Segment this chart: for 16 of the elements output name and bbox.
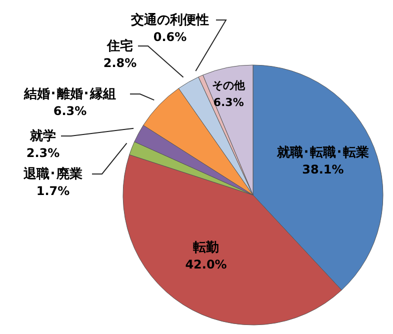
data-label: 6.3% [213,96,244,110]
slice-label: 住宅 [106,38,133,54]
slice-label: 交通の利便性 [130,12,209,28]
slice-label: その他 [212,79,246,92]
data-label: 1.7% [36,184,70,198]
data-label: 2.8% [103,56,137,70]
slice-label: 転勤 [192,240,220,256]
data-label: 42.0% [185,258,227,272]
slice-label: 退職･廃業 [22,166,82,182]
slice-label: 就学 [29,128,56,144]
slice-label: 就職･転職･転業 [276,144,369,160]
data-label: 0.6% [153,30,187,44]
data-label: 6.3% [53,104,87,118]
data-label: 2.3% [26,146,60,160]
data-label: 38.1% [302,162,344,176]
slice-label: 結婚･離婚･縁組 [23,87,116,102]
